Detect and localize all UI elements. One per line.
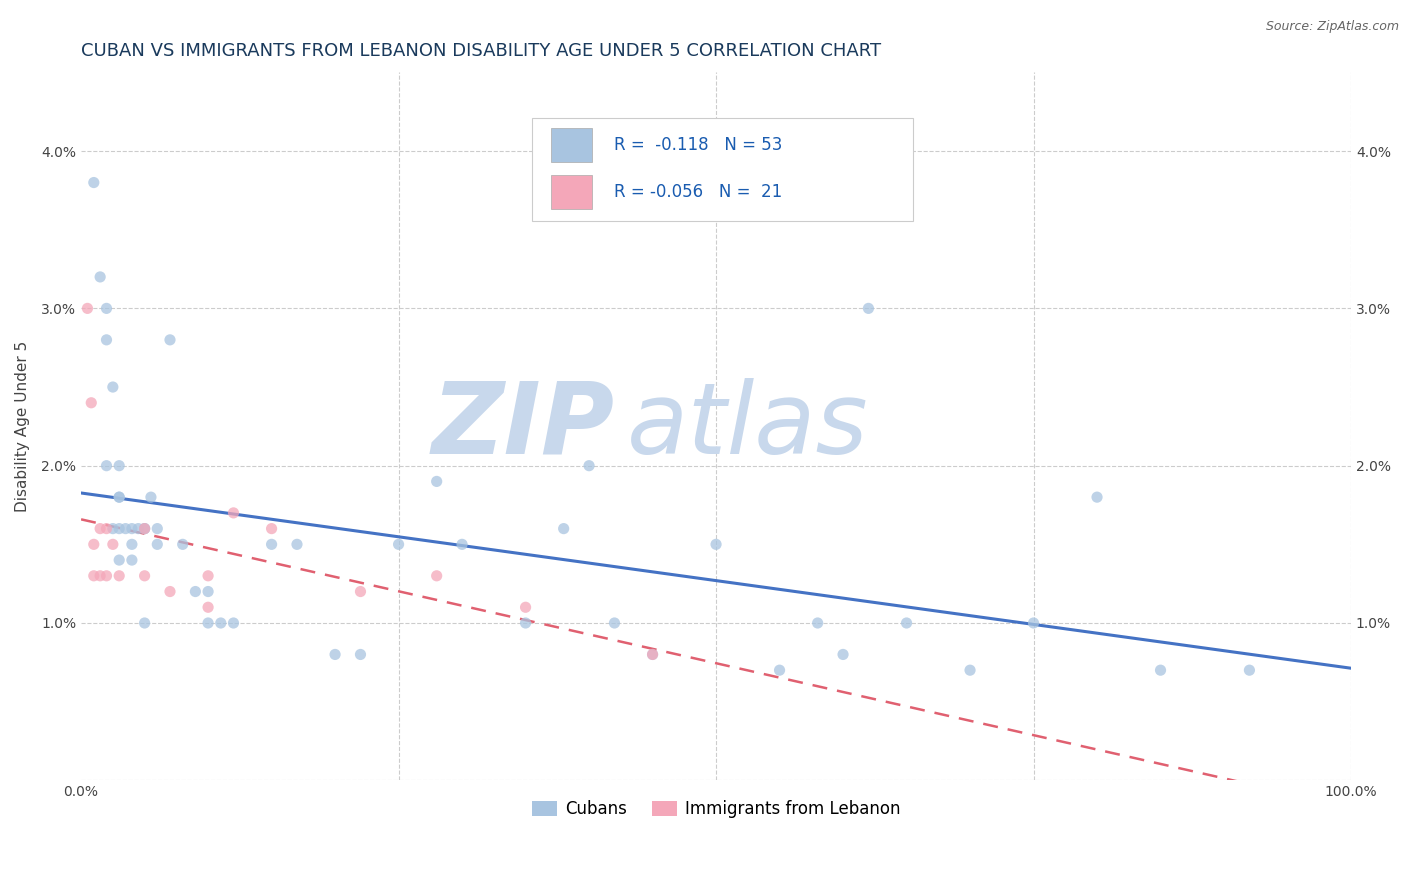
Point [80,396,103,410]
Point [323,648,346,662]
Text: Source: ZipAtlas.com: Source: ZipAtlas.com [1265,20,1399,33]
Point [127,522,149,536]
Point [146,522,169,536]
Point [96,458,118,473]
Point [959,663,981,677]
Point [896,615,918,630]
Point [515,600,537,615]
Point [858,301,880,316]
Y-axis label: Disability Age Under 5: Disability Age Under 5 [15,341,30,512]
Point [159,333,181,347]
Point [807,615,830,630]
Text: ZIP: ZIP [432,378,614,475]
Point [108,490,131,504]
Point [260,537,283,551]
Point [1085,490,1108,504]
Point [121,537,143,551]
Point [578,458,600,473]
Text: CUBAN VS IMMIGRANTS FROM LEBANON DISABILITY AGE UNDER 5 CORRELATION CHART: CUBAN VS IMMIGRANTS FROM LEBANON DISABIL… [82,42,882,60]
Point [260,522,283,536]
Point [101,522,124,536]
Point [146,537,169,551]
Point [768,663,790,677]
Point [1239,663,1261,677]
Point [222,615,245,630]
Text: atlas: atlas [627,378,869,475]
Point [603,615,626,630]
Point [515,615,537,630]
Point [108,522,131,536]
FancyBboxPatch shape [531,119,912,221]
Point [704,537,727,551]
Point [641,648,664,662]
Point [83,569,105,583]
Text: R =  -0.118   N = 53: R = -0.118 N = 53 [614,136,783,153]
Point [197,600,219,615]
Legend: Cubans, Immigrants from Lebanon: Cubans, Immigrants from Lebanon [524,794,907,825]
Point [121,522,143,536]
Point [96,569,118,583]
Point [222,506,245,520]
Point [172,537,194,551]
Point [159,584,181,599]
Point [832,648,855,662]
Point [184,584,207,599]
Point [285,537,308,551]
Point [426,475,449,489]
Point [451,537,474,551]
Point [1022,615,1045,630]
Point [426,569,449,583]
Point [76,301,98,316]
Point [114,522,136,536]
Point [83,176,105,190]
Point [209,615,232,630]
Point [134,522,156,536]
Point [387,537,409,551]
Point [89,522,111,536]
Point [96,333,118,347]
Point [108,569,131,583]
Point [349,584,371,599]
Point [108,553,131,567]
Point [134,569,156,583]
Point [101,537,124,551]
Point [349,648,371,662]
Point [96,522,118,536]
Point [121,553,143,567]
Point [101,380,124,394]
Point [641,648,664,662]
Point [108,490,131,504]
Point [134,522,156,536]
Point [89,569,111,583]
Point [1149,663,1171,677]
Point [134,615,156,630]
Point [134,522,156,536]
Point [197,569,219,583]
FancyBboxPatch shape [551,128,592,161]
Point [96,301,118,316]
Point [89,269,111,284]
Point [197,584,219,599]
Point [108,458,131,473]
Point [553,522,575,536]
Point [197,615,219,630]
Point [83,537,105,551]
Text: R = -0.056   N =  21: R = -0.056 N = 21 [614,183,783,201]
Point [139,490,162,504]
FancyBboxPatch shape [551,175,592,209]
